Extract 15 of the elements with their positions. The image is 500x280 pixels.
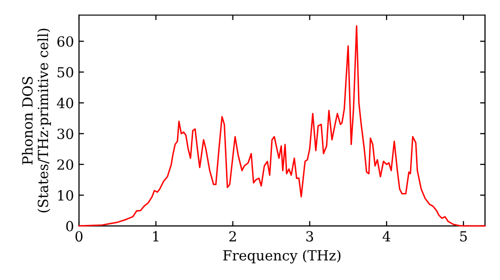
y-tick-label: 50 — [58, 67, 74, 78]
y-tick-label: 30 — [58, 128, 74, 140]
y-tick-label: 0 — [66, 220, 74, 232]
x-axis-title: Frequency (THz) — [223, 250, 340, 264]
y-tick-label: 60 — [57, 36, 74, 47]
y-tick-label: 40 — [56, 98, 74, 108]
y-tick-label: 20 — [57, 159, 74, 170]
y-tick-label: 10 — [58, 190, 74, 201]
x-tick-label: 4 — [382, 231, 390, 242]
x-tick-label: 2 — [229, 231, 236, 242]
x-tick-label: 5 — [460, 231, 467, 242]
x-tick-label: 3 — [306, 231, 314, 242]
y-axis-title: Phonon DOS (States/THz·primitive cell) — [22, 28, 51, 212]
x-tick-label: 0 — [75, 231, 82, 242]
x-tick-label: 1 — [153, 231, 158, 242]
